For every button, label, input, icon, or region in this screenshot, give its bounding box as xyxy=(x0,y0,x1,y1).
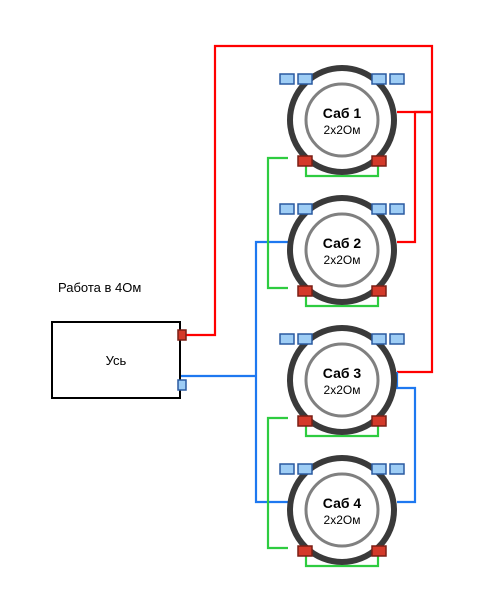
sub-spec: 2x2Ом xyxy=(324,253,361,267)
sub-spec: 2x2Ом xyxy=(324,123,361,137)
terminal-neg-outer xyxy=(390,74,404,84)
sub-spec: 2x2Ом xyxy=(324,383,361,397)
amp-terminal-pos xyxy=(178,330,186,340)
terminal-neg xyxy=(298,204,312,214)
wire-green-0 xyxy=(268,158,288,288)
terminal-pos xyxy=(298,416,312,426)
wire-red-link-1 xyxy=(397,112,432,242)
terminal-neg xyxy=(372,464,386,474)
terminal-neg-outer xyxy=(390,334,404,344)
terminal-pos xyxy=(298,156,312,166)
sub3: Саб 3 2x2Ом xyxy=(280,328,404,432)
wire-blue-main xyxy=(180,242,288,502)
terminal-neg-outer xyxy=(390,204,404,214)
terminal-neg-outer xyxy=(280,464,294,474)
amp-terminal-neg xyxy=(178,380,186,390)
sub-name: Саб 3 xyxy=(323,365,362,381)
sub1: Саб 1 2x2Ом xyxy=(280,68,404,172)
terminal-neg-outer xyxy=(390,464,404,474)
terminal-neg xyxy=(372,334,386,344)
terminal-pos xyxy=(372,286,386,296)
wire-blue-link-0 xyxy=(397,372,415,502)
amp-label: Усь xyxy=(106,353,127,368)
wire-green-1 xyxy=(268,418,288,548)
terminal-neg xyxy=(372,204,386,214)
sub4: Саб 4 2x2Ом xyxy=(280,458,404,562)
terminal-neg xyxy=(298,464,312,474)
sub-name: Саб 4 xyxy=(323,495,362,511)
terminal-pos xyxy=(372,546,386,556)
sub2: Саб 2 2x2Ом xyxy=(280,198,404,302)
terminal-pos xyxy=(298,546,312,556)
terminal-neg-outer xyxy=(280,74,294,84)
terminal-pos xyxy=(372,156,386,166)
terminal-pos xyxy=(372,416,386,426)
wiring-diagram: УсьРабота в 4ОмСаб 12x2ОмСаб 22x2ОмСаб 3… xyxy=(0,0,500,600)
sub-name: Саб 1 xyxy=(323,105,362,121)
sub-spec: 2x2Ом xyxy=(324,513,361,527)
terminal-neg xyxy=(298,74,312,84)
terminal-pos xyxy=(298,286,312,296)
sub-name: Саб 2 xyxy=(323,235,362,251)
terminal-neg-outer xyxy=(280,204,294,214)
terminal-neg-outer xyxy=(280,334,294,344)
terminal-neg xyxy=(298,334,312,344)
title-label: Работа в 4Ом xyxy=(58,280,141,295)
terminal-neg xyxy=(372,74,386,84)
